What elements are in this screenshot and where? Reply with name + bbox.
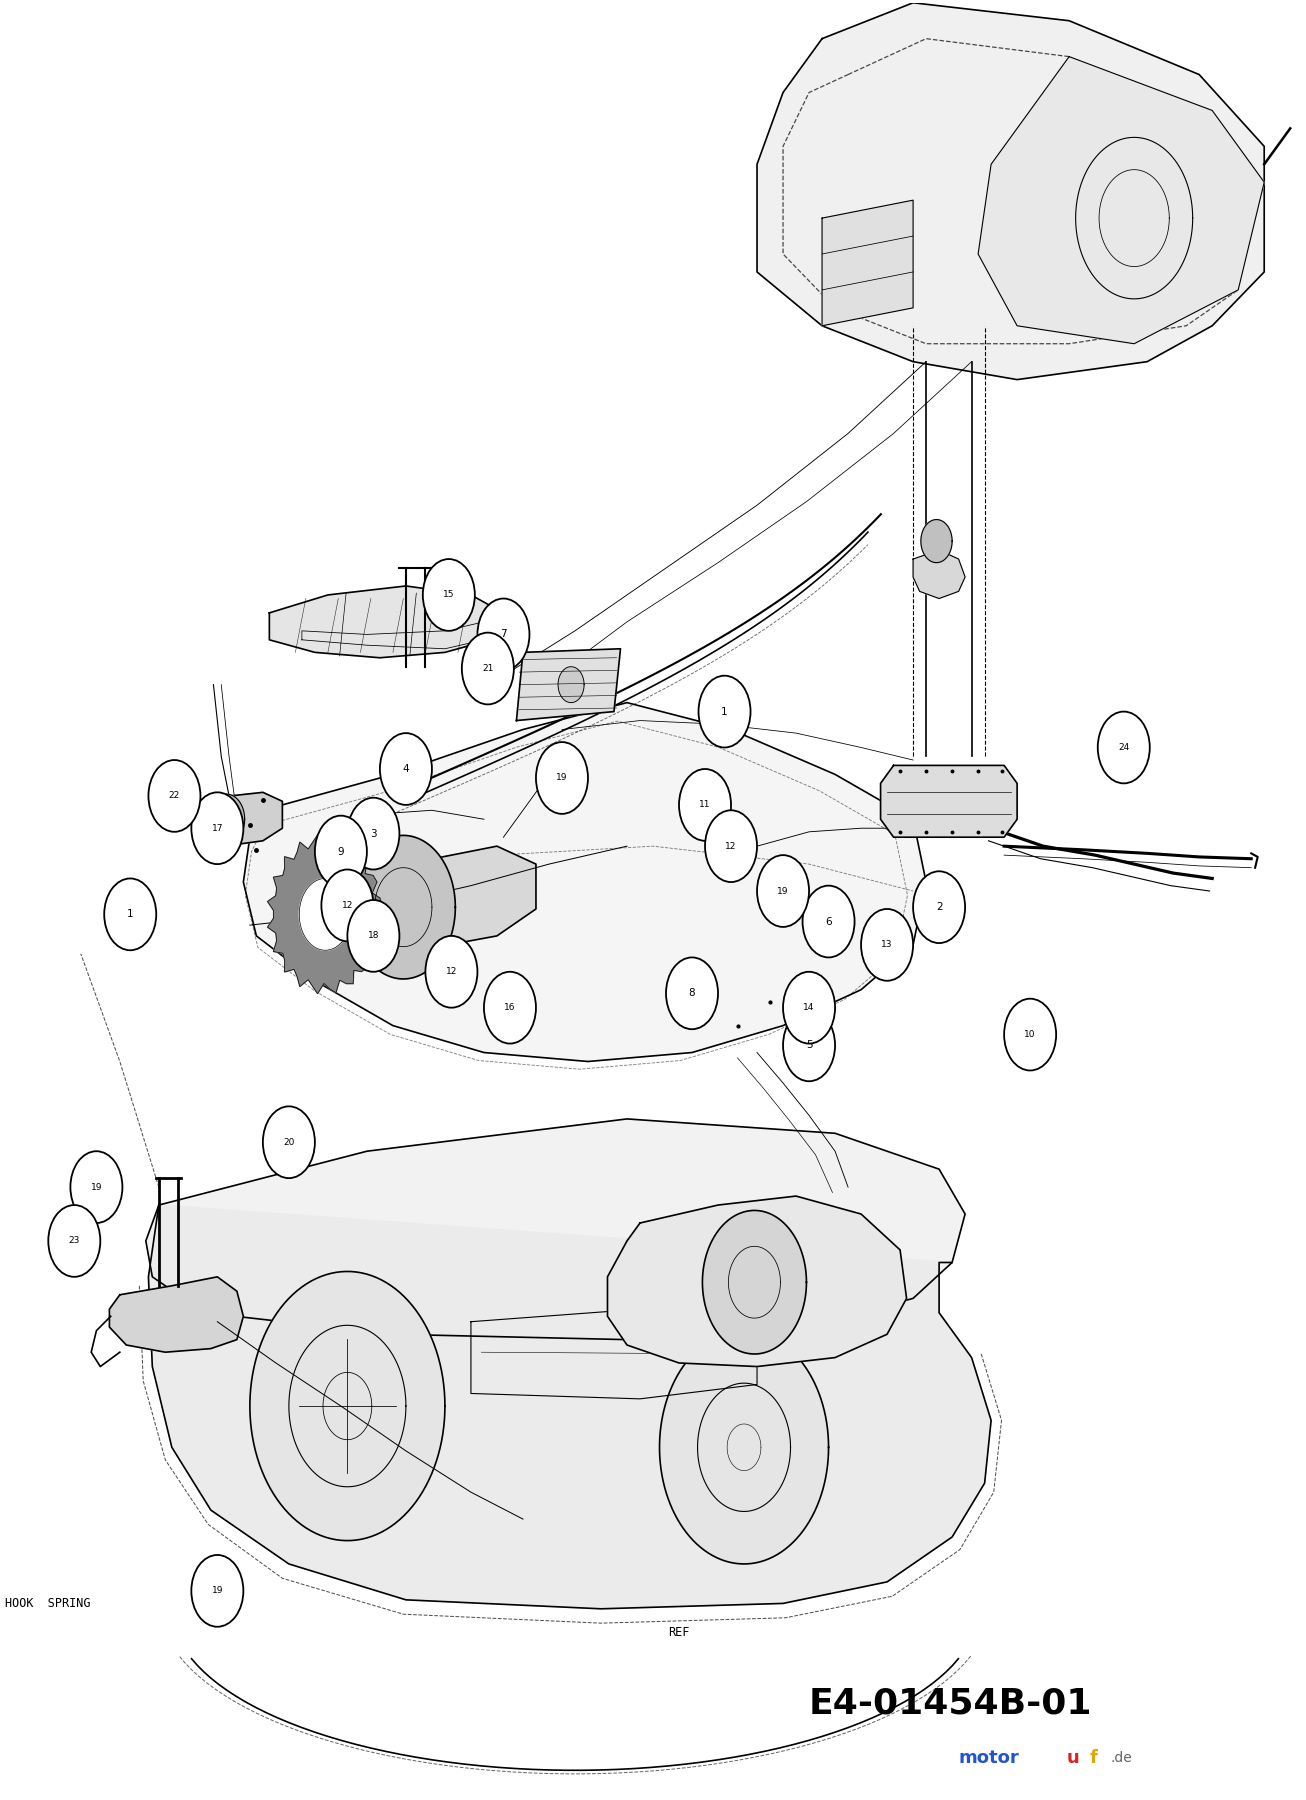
Circle shape: [423, 560, 475, 630]
Circle shape: [784, 972, 835, 1044]
Circle shape: [535, 742, 588, 814]
Text: 5: 5: [806, 1040, 812, 1051]
Text: HOOK  SPRING: HOOK SPRING: [5, 1597, 91, 1609]
Polygon shape: [208, 794, 244, 844]
Circle shape: [462, 632, 513, 704]
Circle shape: [699, 675, 751, 747]
Text: 2: 2: [936, 902, 943, 913]
Text: 12: 12: [725, 842, 737, 851]
Circle shape: [347, 797, 400, 869]
Text: 19: 19: [212, 1586, 223, 1595]
Text: REF: REF: [669, 1625, 690, 1638]
Polygon shape: [110, 1276, 243, 1352]
Text: 23: 23: [69, 1237, 80, 1246]
Polygon shape: [269, 587, 503, 657]
Text: 21: 21: [482, 664, 494, 673]
Text: 20: 20: [283, 1138, 295, 1147]
Polygon shape: [146, 1120, 965, 1339]
Circle shape: [485, 972, 535, 1044]
Text: 3: 3: [370, 828, 376, 839]
Polygon shape: [880, 765, 1017, 837]
Circle shape: [861, 909, 913, 981]
Circle shape: [679, 769, 731, 841]
Text: 11: 11: [699, 801, 710, 810]
Circle shape: [321, 869, 374, 941]
Circle shape: [192, 792, 243, 864]
Text: 13: 13: [882, 940, 893, 949]
Circle shape: [803, 886, 854, 958]
Polygon shape: [268, 835, 381, 994]
Polygon shape: [607, 1195, 906, 1366]
Text: 24: 24: [1118, 743, 1130, 752]
Polygon shape: [757, 4, 1264, 380]
Text: 17: 17: [212, 824, 223, 833]
Polygon shape: [821, 200, 913, 326]
Circle shape: [347, 900, 400, 972]
Polygon shape: [978, 56, 1264, 344]
Text: 19: 19: [90, 1183, 102, 1192]
Polygon shape: [149, 1204, 991, 1609]
Text: 19: 19: [556, 774, 568, 783]
Text: 6: 6: [825, 916, 832, 927]
Polygon shape: [660, 1330, 828, 1564]
Polygon shape: [921, 520, 952, 563]
Circle shape: [1004, 999, 1057, 1071]
Circle shape: [666, 958, 718, 1030]
Circle shape: [757, 855, 808, 927]
Circle shape: [149, 760, 200, 832]
Text: 12: 12: [445, 967, 457, 976]
Polygon shape: [558, 666, 584, 702]
Text: f: f: [1091, 1750, 1098, 1768]
Circle shape: [1098, 711, 1149, 783]
Text: 14: 14: [803, 1003, 815, 1012]
Text: 22: 22: [168, 792, 180, 801]
Text: .de: .de: [1111, 1751, 1132, 1764]
Circle shape: [478, 599, 529, 670]
Text: 4: 4: [402, 763, 409, 774]
Text: 12: 12: [342, 900, 353, 909]
Circle shape: [104, 878, 157, 950]
Text: motor: motor: [959, 1750, 1020, 1768]
Text: 15: 15: [443, 590, 454, 599]
Polygon shape: [516, 648, 620, 720]
Text: E4-01454B-01: E4-01454B-01: [808, 1687, 1093, 1721]
Circle shape: [48, 1204, 101, 1276]
Text: 16: 16: [504, 1003, 516, 1012]
Text: 9: 9: [337, 846, 345, 857]
Circle shape: [784, 1010, 835, 1082]
Polygon shape: [249, 1271, 445, 1541]
Text: 19: 19: [777, 887, 789, 896]
Circle shape: [380, 733, 432, 805]
Circle shape: [705, 810, 757, 882]
Text: u: u: [1067, 1750, 1079, 1768]
Text: 10: 10: [1024, 1030, 1036, 1039]
Circle shape: [263, 1107, 315, 1179]
Circle shape: [192, 1555, 243, 1627]
Circle shape: [315, 815, 367, 887]
Text: 1: 1: [127, 909, 133, 920]
Text: 18: 18: [368, 931, 379, 940]
Polygon shape: [351, 835, 456, 979]
Circle shape: [913, 871, 965, 943]
Polygon shape: [295, 846, 535, 950]
Polygon shape: [299, 878, 351, 950]
Text: 8: 8: [688, 988, 695, 999]
Circle shape: [426, 936, 478, 1008]
Text: 7: 7: [500, 630, 507, 639]
Polygon shape: [243, 702, 926, 1062]
Text: 1: 1: [721, 707, 727, 716]
Polygon shape: [913, 551, 965, 599]
Polygon shape: [195, 792, 282, 846]
Circle shape: [71, 1152, 123, 1222]
Polygon shape: [703, 1210, 806, 1354]
